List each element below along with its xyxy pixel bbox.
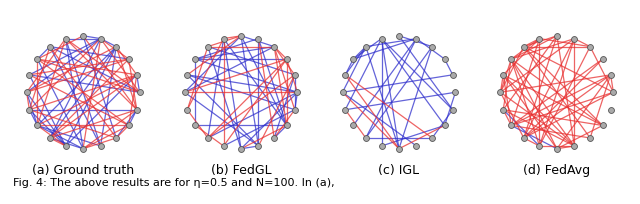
- Point: [569, 145, 579, 148]
- Point: [598, 124, 608, 128]
- Point: [440, 124, 450, 128]
- Point: [585, 46, 595, 49]
- Point: [45, 46, 55, 49]
- Point: [290, 74, 300, 77]
- Point: [269, 137, 279, 140]
- Point: [348, 124, 358, 128]
- Point: [605, 74, 616, 77]
- Point: [132, 74, 142, 77]
- Point: [340, 109, 350, 112]
- Point: [111, 46, 122, 49]
- Point: [24, 109, 35, 112]
- Point: [361, 137, 371, 140]
- Point: [552, 147, 562, 151]
- Point: [218, 38, 228, 41]
- Point: [394, 35, 404, 38]
- Point: [282, 58, 292, 61]
- Point: [134, 91, 145, 94]
- Point: [608, 91, 618, 94]
- Point: [236, 147, 246, 151]
- Point: [376, 38, 387, 41]
- Point: [337, 91, 348, 94]
- Point: [498, 109, 508, 112]
- Point: [218, 145, 228, 148]
- Point: [534, 145, 545, 148]
- Point: [24, 74, 35, 77]
- Point: [190, 58, 200, 61]
- Point: [95, 145, 106, 148]
- Point: [361, 46, 371, 49]
- Point: [427, 46, 437, 49]
- Point: [61, 145, 71, 148]
- Point: [506, 124, 516, 128]
- Text: (a) Ground truth: (a) Ground truth: [32, 163, 134, 176]
- Point: [498, 74, 508, 77]
- Point: [447, 74, 458, 77]
- Point: [427, 137, 437, 140]
- Point: [605, 109, 616, 112]
- Text: Fig. 4: The above results are for η=0.5 and N=100. In (a),: Fig. 4: The above results are for η=0.5 …: [13, 177, 335, 187]
- Point: [179, 91, 189, 94]
- Point: [585, 137, 595, 140]
- Point: [22, 91, 32, 94]
- Point: [534, 38, 545, 41]
- Point: [292, 91, 303, 94]
- Text: (d) FedAvg: (d) FedAvg: [524, 163, 591, 176]
- Point: [182, 109, 193, 112]
- Point: [124, 58, 134, 61]
- Point: [552, 35, 562, 38]
- Point: [78, 35, 88, 38]
- Point: [95, 38, 106, 41]
- Point: [182, 74, 193, 77]
- Point: [340, 74, 350, 77]
- Point: [236, 35, 246, 38]
- Point: [111, 137, 122, 140]
- Point: [394, 147, 404, 151]
- Point: [132, 109, 142, 112]
- Point: [253, 145, 264, 148]
- Point: [269, 46, 279, 49]
- Point: [203, 137, 213, 140]
- Point: [290, 109, 300, 112]
- Point: [447, 109, 458, 112]
- Point: [412, 145, 422, 148]
- Point: [440, 58, 450, 61]
- Point: [32, 58, 42, 61]
- Text: (c) IGL: (c) IGL: [378, 163, 420, 176]
- Point: [282, 124, 292, 128]
- Point: [348, 58, 358, 61]
- Point: [569, 38, 579, 41]
- Point: [376, 145, 387, 148]
- Point: [495, 91, 506, 94]
- Point: [598, 58, 608, 61]
- Point: [518, 137, 529, 140]
- Point: [45, 137, 55, 140]
- Point: [253, 38, 264, 41]
- Point: [412, 38, 422, 41]
- Point: [61, 38, 71, 41]
- Point: [203, 46, 213, 49]
- Point: [190, 124, 200, 128]
- Point: [124, 124, 134, 128]
- Point: [451, 91, 461, 94]
- Point: [506, 58, 516, 61]
- Point: [32, 124, 42, 128]
- Point: [518, 46, 529, 49]
- Text: (b) FedGL: (b) FedGL: [211, 163, 271, 176]
- Point: [78, 147, 88, 151]
